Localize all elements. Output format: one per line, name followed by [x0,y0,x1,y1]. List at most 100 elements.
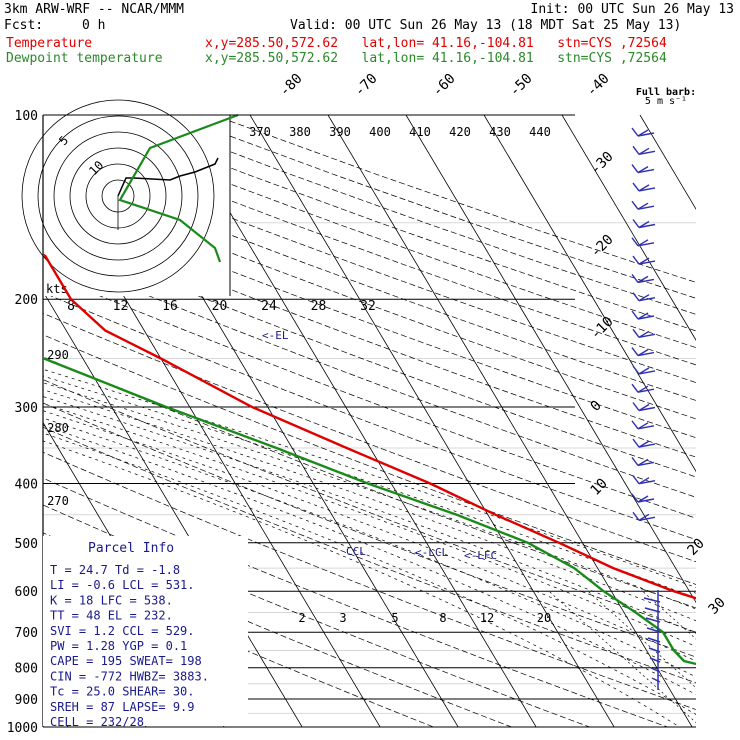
parcel-info-row: T = 24.7 Td = -1.8 [50,563,180,577]
isotherm-label: 10 [588,476,611,499]
wind-barb [631,456,655,467]
wind-barb [651,677,661,683]
theta-e-label: 390 [329,125,351,139]
mixing-ratio-line [642,590,696,640]
wind-barb [632,328,656,338]
theta-e-label: 410 [409,125,431,139]
dry-adiabat [43,292,696,541]
wind-barb [632,145,656,155]
wind-barb [632,475,656,485]
isotherm-line [249,115,615,727]
pressure-tick-label: 400 [15,477,38,492]
wind-barb [631,347,655,357]
parcel-info-box: Parcel Info T = 24.7 Td = -1.8LI = -0.6 L… [43,536,248,729]
mixing-ratio-label: 20 [537,611,551,625]
dry-adiabat-label: 290 [47,348,69,362]
parcel-info-row: CELL = 232/28 [50,715,144,729]
speed-scale-label: 16 [162,299,178,314]
isotherm-label: -10 [588,314,617,343]
parcel-box-bg [43,536,248,726]
wind-barb [632,402,656,412]
parcel-info-title: Parcel Info [88,541,174,556]
theta-e-label: 430 [489,125,511,139]
dry-adiabat [43,451,696,710]
dry-adiabat [43,160,696,401]
wind-barb [632,438,656,448]
isotherm-line [405,115,696,604]
theta-e-label: 440 [529,125,551,139]
dry-adiabat [43,379,696,633]
isotherm-line [483,115,696,473]
speed-scale-label: 12 [113,299,129,314]
dry-adiabat [43,233,696,478]
pressure-tick-label: 100 [15,109,38,124]
pressure-tick-label: 900 [15,693,38,708]
wind-barb [631,420,655,430]
dry-adiabat [43,214,696,458]
parcel-info-row: LI = -0.6 LCL = 531. [50,578,195,592]
temperature-location: x,y=285.50,572.62 lat,lon= 41.16,-104.81… [205,36,667,51]
speed-scale-label: 28 [311,299,327,314]
wind-barb [632,255,656,265]
theta-e-label: 380 [289,125,311,139]
isotherm-label: -70 [352,71,381,100]
hodograph-trace [117,157,219,197]
speed-scale-label: 32 [360,299,376,314]
isotherm-label: -40 [584,71,613,100]
wind-barb [631,200,655,210]
wind-barb [631,164,655,174]
parcel-info-row: Tc = 25.0 SHEAR= 30. [50,685,195,699]
isotherm-label: -80 [277,71,306,100]
dewpoint-line [43,356,696,666]
isotherm-label: 30 [706,595,729,618]
dry-adiabat [43,195,696,439]
mixing-ratio-label: 8 [439,611,446,625]
moist-adiabat [43,425,696,695]
init-time: Init: 00 UTC Sun 26 May 13 [530,2,735,17]
wind-barb [631,493,655,503]
hodograph-ring [37,115,199,277]
parcel-annotation: <-LFC [464,549,497,562]
theta-e-label: 420 [449,125,471,139]
isotherm-line [561,115,696,341]
wind-barb [631,237,655,247]
isotherm-label: -60 [430,71,459,100]
model-title: 3km ARW-WRF -- NCAR/MMM [4,2,185,17]
mixing-ratio-label: 12 [480,611,494,625]
wind-barb [632,182,656,192]
barb-legend-label: Full barb: [636,87,696,98]
hodograph-ring [69,147,167,245]
parcel-info-row: TT = 48 EL = 232. [50,609,173,623]
moist-adiabat [43,417,696,678]
wind-barb [631,273,655,284]
parcel-info-row: SVI = 1.2 CCL = 529. [50,624,195,638]
moist-adiabat [43,382,696,610]
isotherm-label: 20 [685,536,708,559]
isotherm-line [718,115,740,740]
moist-adiabat [43,375,696,599]
temperature-line [43,253,696,600]
wind-barb [632,365,656,375]
pressure-tick-label: 700 [15,626,38,641]
dewpoint-location: x,y=285.50,572.62 lat,lon= 41.16,-104.81… [205,51,667,66]
parcel-annotation: CCL [346,545,366,558]
parcel-info-row: CAPE = 195 SWEAT= 198 [50,654,202,668]
dry-adiabat [172,115,696,299]
theta-e-label: 400 [369,125,391,139]
mixing-ratio-label: 2 [298,611,305,625]
wind-barb [632,511,656,521]
parcel-info-row: K = 18 LFC = 538. [50,593,173,607]
mixing-ratio-line [736,591,740,740]
parcel-info-row: SREH = 87 LAPSE= 9.9 [50,700,195,714]
parcel-annotation: <-EL [262,329,289,342]
wind-barb [631,310,655,320]
dry-adiabat [43,143,696,383]
parcel-annotation: <-LCL [415,546,448,559]
moist-adiabat [43,410,696,662]
forecast-label: Fcst: [4,18,44,33]
forecast-hour: 0 h [82,18,106,33]
mixing-ratio-label: 5 [391,611,398,625]
isotherm-label: -20 [588,232,617,261]
parcel-info-row: CIN = -772 HWBZ= 3883. [50,669,209,683]
